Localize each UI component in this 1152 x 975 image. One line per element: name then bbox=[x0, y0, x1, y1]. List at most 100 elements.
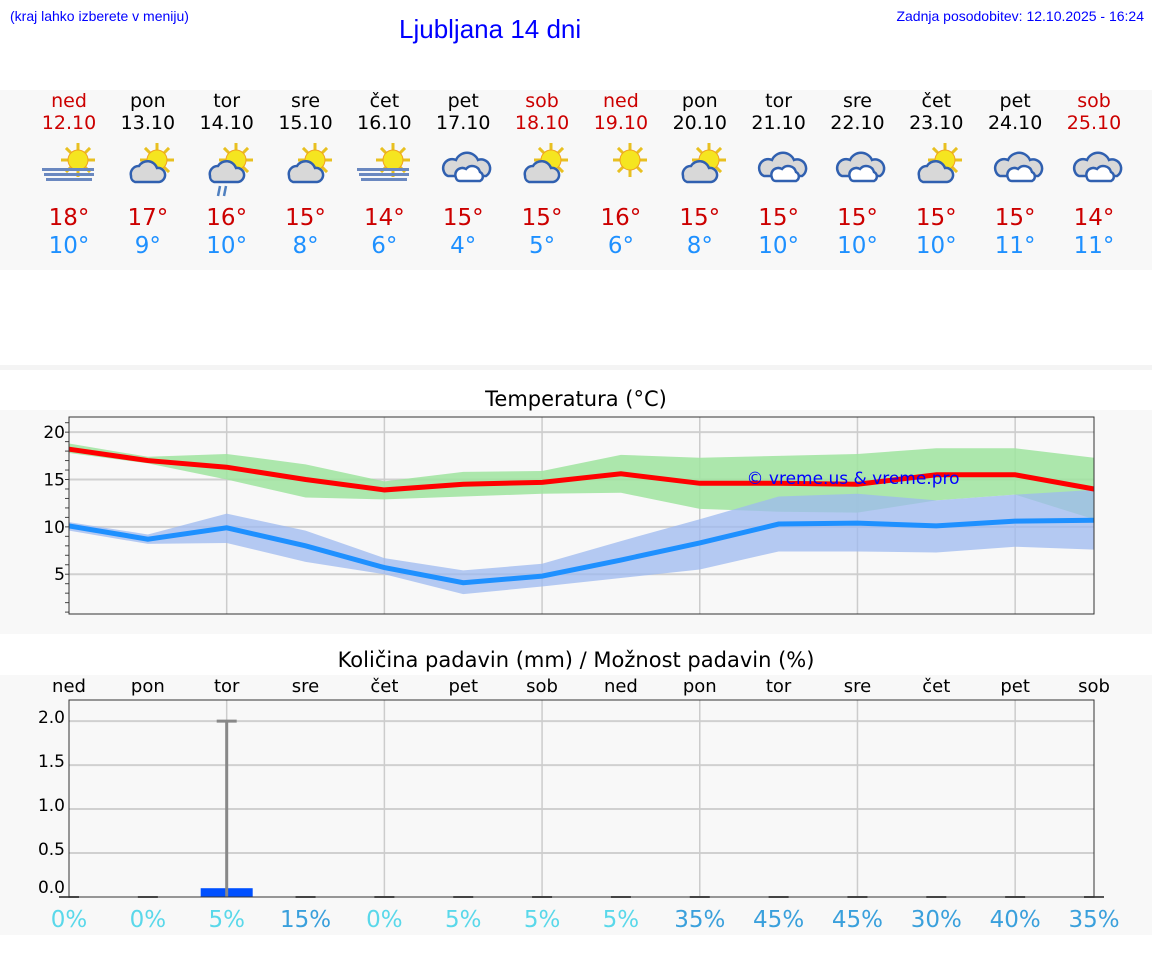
day-column: pon 13.10 17° 9° bbox=[109, 90, 187, 260]
fog-icon bbox=[42, 168, 94, 181]
max-temp: 15° bbox=[837, 205, 878, 231]
partly-cloudy-weather-icon bbox=[661, 138, 739, 200]
cloud-icon bbox=[208, 159, 245, 184]
day-name: tor bbox=[765, 90, 793, 112]
x-category-label: sre bbox=[844, 676, 871, 697]
x-category-label: sre bbox=[292, 676, 319, 697]
location-hint-link[interactable]: (kraj lahko izberete v meniju) bbox=[10, 8, 189, 24]
min-temp: 8° bbox=[292, 233, 319, 259]
cloud-icon bbox=[836, 151, 886, 183]
day-column: pet 17.10 15° 4° bbox=[424, 90, 502, 260]
precip-probability: 0% bbox=[130, 907, 167, 933]
precip-probability: 5% bbox=[208, 907, 245, 933]
max-temp: 15° bbox=[521, 205, 563, 231]
day-column: sre 15.10 15° 8° bbox=[267, 90, 345, 260]
cloud-icon bbox=[757, 151, 807, 183]
precip-probability: 5% bbox=[524, 907, 561, 933]
day-date: 22.10 bbox=[830, 112, 885, 134]
day-name: pon bbox=[129, 90, 166, 112]
min-temp: 10° bbox=[837, 233, 878, 259]
min-temp: 11° bbox=[1073, 233, 1115, 259]
max-temp: 15° bbox=[679, 205, 721, 231]
max-temp: 17° bbox=[127, 205, 169, 231]
max-temp: 15° bbox=[442, 205, 484, 231]
x-category-label: tor bbox=[214, 676, 240, 697]
precipitation-chart-title: Količina padavin (mm) / Možnost padavin … bbox=[337, 648, 815, 672]
precip-probability: 0% bbox=[366, 907, 403, 933]
divider bbox=[0, 365, 1152, 370]
y-tick-label: 20 bbox=[43, 423, 65, 443]
day-column: sob 18.10 15° 5° bbox=[503, 90, 581, 260]
precip-probability: 5% bbox=[603, 907, 640, 933]
day-column: čet 23.10 15° 10° bbox=[897, 90, 975, 260]
precip-probability: 5% bbox=[445, 907, 482, 933]
min-temp: 4° bbox=[450, 233, 477, 259]
rain-icon bbox=[216, 185, 227, 197]
day-name: ned bbox=[603, 90, 639, 112]
day-date: 25.10 bbox=[1066, 112, 1122, 134]
cloudy-weather-icon bbox=[818, 138, 896, 200]
y-tick-label: 1.5 bbox=[38, 752, 65, 772]
max-temp: 15° bbox=[994, 205, 1036, 231]
precipitation-plot-frame bbox=[68, 699, 1095, 898]
day-name: pet bbox=[999, 90, 1031, 112]
day-name: sob bbox=[1077, 90, 1111, 112]
partly-cloudy-weather-icon bbox=[109, 138, 187, 200]
x-category-label: ned bbox=[604, 676, 638, 697]
day-date: 12.10 bbox=[41, 112, 97, 134]
min-temp: 10° bbox=[915, 233, 957, 259]
day-name: pet bbox=[447, 90, 479, 112]
x-category-label: sob bbox=[1078, 676, 1110, 697]
cloudy-weather-icon bbox=[976, 138, 1054, 200]
x-category-label: pet bbox=[1000, 676, 1030, 697]
day-name: ned bbox=[51, 90, 87, 112]
min-temp: 11° bbox=[994, 233, 1036, 259]
precip-probability: 45% bbox=[753, 907, 804, 933]
min-temp: 6° bbox=[607, 233, 634, 259]
min-temp: 8° bbox=[686, 233, 713, 259]
partly-cloudy-rain-weather-icon bbox=[188, 138, 266, 200]
cloud-icon bbox=[523, 159, 561, 184]
day-date: 24.10 bbox=[987, 112, 1043, 134]
day-column: čet 16.10 14° 6° bbox=[345, 90, 423, 260]
fog-icon bbox=[357, 168, 410, 181]
precip-probability: 15% bbox=[280, 907, 331, 933]
day-name: čet bbox=[921, 90, 952, 112]
max-temp: 15° bbox=[758, 205, 799, 231]
day-name: sre bbox=[842, 90, 872, 112]
y-tick-label: 15 bbox=[43, 471, 65, 491]
precip-probability: 40% bbox=[990, 907, 1041, 933]
day-column: pet 24.10 15° 11° bbox=[976, 90, 1054, 260]
min-temp: 9° bbox=[134, 233, 161, 259]
precip-probability: 35% bbox=[674, 907, 725, 933]
day-date: 14.10 bbox=[199, 112, 254, 134]
temperature-plot-frame bbox=[68, 416, 1095, 615]
cloud-icon bbox=[917, 159, 955, 184]
cloudy-weather-icon bbox=[424, 138, 502, 200]
y-tick-label: 0.5 bbox=[38, 840, 65, 860]
max-temp: 15° bbox=[915, 205, 957, 231]
last-update: Zadnja posodobitev: 12.10.2025 - 16:24 bbox=[896, 8, 1144, 24]
day-name: sob bbox=[525, 90, 559, 112]
cloud-icon bbox=[1072, 151, 1123, 183]
y-tick-label: 2.0 bbox=[38, 708, 65, 728]
day-date: 15.10 bbox=[278, 112, 333, 134]
cloud-icon bbox=[287, 159, 324, 184]
day-column: pon 20.10 15° 8° bbox=[661, 90, 739, 260]
partly-cloudy-weather-icon bbox=[503, 138, 581, 200]
day-column: ned 19.10 16° 6° bbox=[582, 90, 660, 260]
min-temp: 6° bbox=[371, 233, 398, 259]
cloud-icon bbox=[129, 159, 167, 184]
day-column: tor 21.10 15° 10° bbox=[740, 90, 818, 260]
cloudy-weather-icon bbox=[1055, 138, 1133, 200]
precip-probability: 30% bbox=[911, 907, 962, 933]
day-date: 17.10 bbox=[436, 112, 491, 134]
day-name: čet bbox=[369, 90, 400, 112]
x-category-label: pet bbox=[448, 676, 478, 697]
max-temp: 14° bbox=[1073, 205, 1115, 231]
min-temp-line bbox=[68, 517, 1095, 586]
cloud-icon bbox=[442, 151, 492, 183]
day-date: 20.10 bbox=[672, 112, 727, 134]
max-temp: 16° bbox=[600, 205, 642, 231]
max-temp: 16° bbox=[206, 205, 248, 231]
